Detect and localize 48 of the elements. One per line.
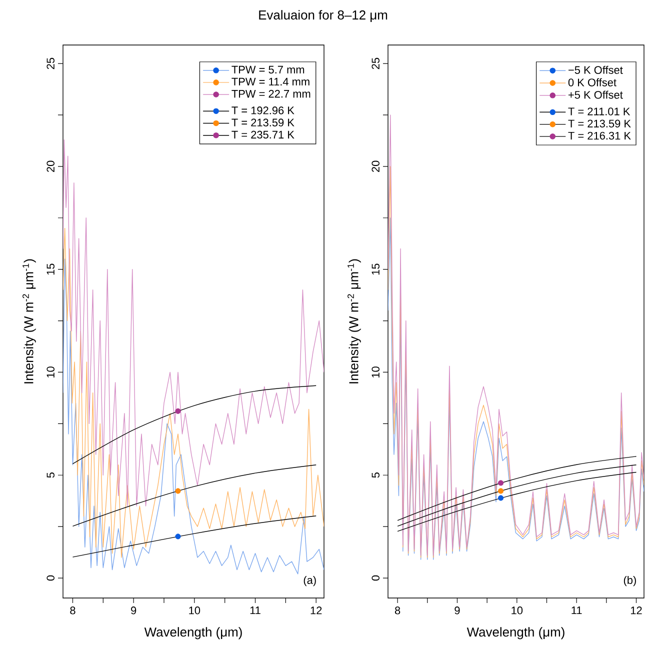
x-tick-label: 8 — [394, 606, 400, 614]
y-axis-title: Intensity (W m$^{-2}$ μm$^{-1}$) — [348, 259, 361, 384]
line-series — [72, 385, 316, 464]
y-tick-label: 25 — [372, 58, 380, 70]
x-axis-title: Wavelength (μm) — [466, 627, 564, 640]
y-axis-title: Intensity (W m$^{-2}$ μm$^{-1}$) — [22, 259, 36, 384]
legend-label: T = 213.59 K — [568, 120, 631, 128]
legend-label: T = 213.59 K — [232, 118, 294, 126]
y-tick-label: 15 — [46, 264, 54, 275]
line-series — [397, 472, 637, 532]
legend-label: 0 K Offset — [568, 78, 616, 86]
legend-label: +5 K Offset — [568, 90, 623, 99]
x-tick-label: 11 — [250, 606, 260, 614]
line-series — [397, 464, 637, 527]
legend-label: T = 192.96 K — [232, 106, 294, 114]
legend-label: −5 K Offset — [568, 66, 623, 74]
y-tick-label: 10 — [46, 366, 54, 378]
y-tick-label: 10 — [372, 366, 380, 378]
x-tick-label: 11 — [572, 606, 582, 614]
legend-label: T = 235.71 K — [232, 130, 294, 139]
y-tick-label: 15 — [372, 264, 380, 275]
x-tick-label: 10 — [512, 606, 523, 614]
legend-label: TPW = 22.7 mm — [232, 90, 310, 98]
y-tick-label: 25 — [46, 58, 54, 70]
y-tick-label: 20 — [46, 160, 54, 172]
legend-label: TPW = 5.7 mm — [232, 66, 304, 74]
x-tick-label: 9 — [454, 606, 460, 614]
legend-label: T = 211.01 K — [568, 108, 630, 116]
y-tick-label: 5 — [46, 472, 54, 478]
y-tick-label: 5 — [372, 472, 380, 478]
line-series — [397, 456, 637, 521]
line-series — [72, 464, 316, 527]
x-tick-label: 9 — [131, 606, 136, 614]
annotation: (b) — [624, 576, 636, 586]
line-series — [63, 139, 324, 506]
annotation: (a) — [304, 576, 316, 586]
chart-title: Evaluaion for 8–12 μm — [259, 10, 388, 22]
x-tick-label: 12 — [630, 606, 642, 614]
y-tick-label: 0 — [372, 575, 380, 581]
y-tick-label: 0 — [46, 575, 54, 581]
legend-label: TPW = 11.4 mm — [232, 78, 310, 86]
line-series — [72, 516, 316, 558]
y-tick-label: 20 — [372, 160, 380, 172]
x-axis-title: Wavelength (μm) — [144, 627, 242, 640]
x-tick-label: 12 — [310, 606, 322, 614]
x-tick-label: 10 — [189, 606, 200, 614]
legend-label: T = 216.31 K — [568, 132, 631, 140]
x-tick-label: 8 — [70, 606, 76, 614]
